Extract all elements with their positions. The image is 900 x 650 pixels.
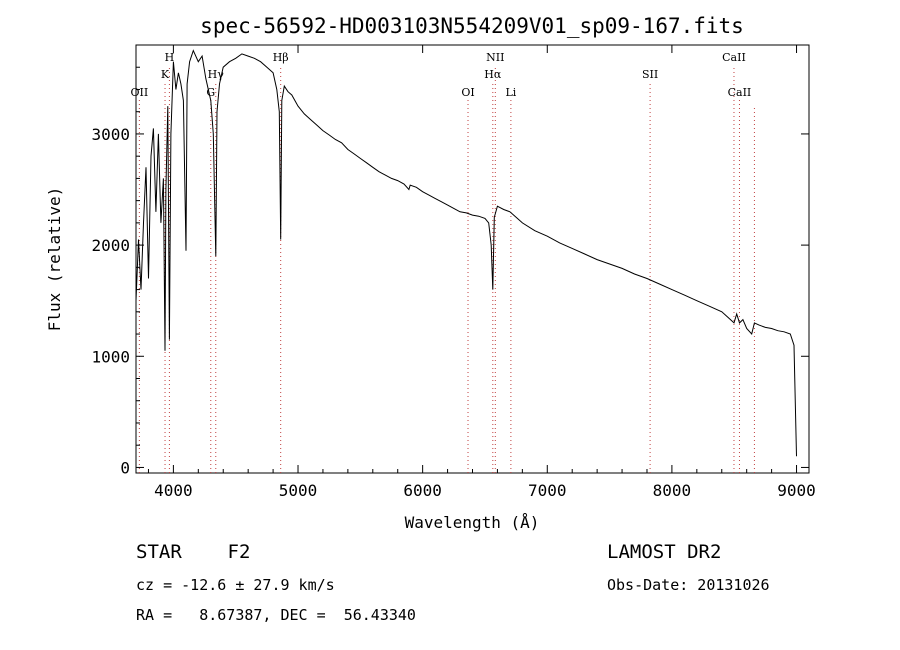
survey-name: LAMOST DR2 <box>607 541 722 563</box>
x-tick-label: 5000 <box>279 481 318 500</box>
y-tick-label: 3000 <box>91 125 130 144</box>
x-tick-label: 9000 <box>777 481 816 500</box>
spectral-line-label: CaII <box>728 86 752 99</box>
spectral-line-label: OII <box>131 86 149 99</box>
x-tick-label: 7000 <box>528 481 567 500</box>
x-tick-label: 8000 <box>653 481 692 500</box>
spectral-line-label: Li <box>505 86 516 99</box>
spectral-line-label: K <box>161 68 170 81</box>
x-axis-ticks: 4000 5000 6000 7000 8000 9000 <box>147 45 816 500</box>
spectral-line-label: Hγ <box>208 68 225 81</box>
ra-dec-coordinates: RA = 8.67387, DEC = 56.43340 <box>136 606 416 624</box>
spectral-line-label: Hβ <box>273 51 289 64</box>
redshift-cz: cz = -12.6 ± 27.9 km/s <box>136 576 335 594</box>
x-tick-label: 6000 <box>403 481 442 500</box>
chart-title: spec-56592-HD003103N554209V01_sp09-167.f… <box>200 14 744 38</box>
y-tick-label: 2000 <box>91 236 130 255</box>
spectral-line-markers <box>138 65 755 473</box>
y-axis-ticks: 0 1000 2000 3000 <box>91 44 809 477</box>
spectrum-line <box>135 49 797 457</box>
spectral-line-label: H <box>165 51 175 64</box>
spectral-line-label: Hα <box>484 68 502 81</box>
y-tick-label: 0 <box>120 458 130 477</box>
plot-frame <box>135 44 810 474</box>
y-tick-label: 1000 <box>91 347 130 366</box>
object-class: STAR F2 <box>136 541 251 563</box>
x-axis-label: Wavelength (Å) <box>405 513 540 532</box>
x-tick-label: 4000 <box>154 481 193 500</box>
spectral-line-label: SII <box>642 68 658 81</box>
spectral-line-label: OI <box>461 86 474 99</box>
spectral-line-label: G <box>206 86 215 99</box>
y-axis-label: Flux (relative) <box>45 187 64 332</box>
spectral-line-label: CaII <box>722 51 746 64</box>
spectral-line-label: NII <box>486 51 504 64</box>
observation-date: Obs-Date: 20131026 <box>607 576 770 594</box>
